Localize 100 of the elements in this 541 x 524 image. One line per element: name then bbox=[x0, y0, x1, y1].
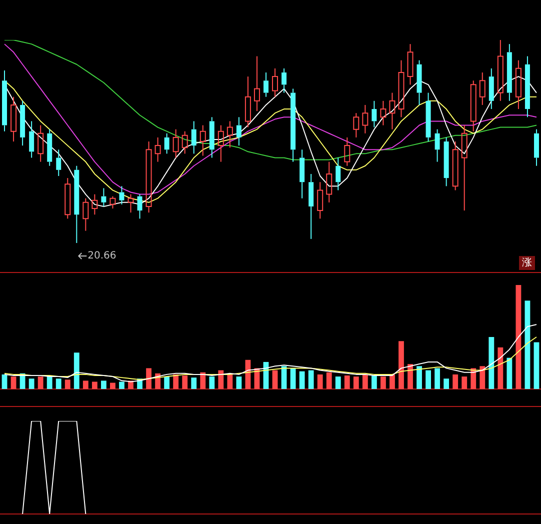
candlestick bbox=[154, 136, 161, 162]
bar bbox=[308, 370, 314, 389]
bar bbox=[362, 374, 368, 389]
candlestick bbox=[10, 96, 17, 142]
bar bbox=[452, 374, 458, 389]
candlestick bbox=[372, 100, 377, 128]
bar bbox=[498, 347, 504, 389]
bar bbox=[191, 378, 197, 389]
bar bbox=[56, 378, 62, 389]
candlestick bbox=[236, 116, 242, 146]
candlestick bbox=[336, 157, 341, 191]
candlestick bbox=[101, 188, 106, 207]
candlestick bbox=[326, 161, 332, 203]
candlestick bbox=[254, 56, 260, 112]
bar bbox=[506, 358, 512, 389]
bar bbox=[146, 368, 152, 389]
bar bbox=[82, 380, 88, 389]
candlestick bbox=[300, 149, 305, 199]
bar bbox=[335, 376, 341, 389]
text: 涨 bbox=[522, 256, 532, 269]
bar bbox=[119, 382, 124, 389]
candlestick bbox=[56, 149, 62, 177]
candlestick bbox=[444, 136, 449, 187]
bar bbox=[10, 376, 16, 389]
bar bbox=[290, 368, 296, 389]
candlestick bbox=[434, 128, 440, 162]
bar bbox=[524, 300, 530, 389]
bar bbox=[74, 352, 80, 389]
bar bbox=[344, 375, 350, 389]
candlestick bbox=[29, 120, 34, 158]
bar bbox=[2, 374, 8, 389]
bar bbox=[236, 376, 242, 389]
candlestick bbox=[244, 76, 251, 128]
bar bbox=[380, 376, 386, 389]
bar bbox=[470, 368, 476, 389]
candlestick bbox=[164, 132, 170, 154]
candlestick bbox=[263, 72, 268, 98]
bar bbox=[353, 376, 359, 389]
bar bbox=[408, 364, 413, 389]
text: 20.66 bbox=[88, 250, 116, 262]
candlestick bbox=[47, 128, 52, 166]
candlestick bbox=[389, 92, 396, 130]
candlestick bbox=[479, 72, 486, 106]
candlestick bbox=[426, 92, 431, 142]
candlestick bbox=[38, 124, 44, 162]
candlestick bbox=[191, 120, 196, 154]
candlestick bbox=[226, 120, 233, 148]
bar bbox=[434, 368, 440, 389]
candlestick bbox=[497, 40, 504, 102]
candlestick bbox=[380, 100, 386, 126]
candlestick bbox=[74, 165, 80, 244]
candlestick bbox=[317, 182, 324, 220]
bar bbox=[516, 285, 522, 389]
candlestick bbox=[272, 68, 278, 98]
bar bbox=[38, 376, 44, 389]
candlestick bbox=[282, 68, 287, 94]
bar bbox=[64, 380, 70, 389]
bar bbox=[416, 366, 422, 389]
bar bbox=[110, 382, 116, 389]
bar bbox=[28, 378, 34, 389]
bar bbox=[92, 382, 98, 389]
bar bbox=[299, 371, 305, 389]
bar bbox=[218, 370, 224, 389]
bar bbox=[173, 374, 179, 389]
candlestick bbox=[534, 128, 539, 166]
bar bbox=[390, 374, 395, 389]
candlestick bbox=[20, 100, 26, 146]
bar bbox=[426, 370, 431, 389]
candlestick bbox=[416, 60, 422, 106]
candlestick bbox=[146, 141, 152, 214]
bar bbox=[444, 378, 450, 389]
candlestick bbox=[398, 60, 404, 118]
candlestick bbox=[2, 70, 8, 132]
bar bbox=[488, 337, 494, 389]
candlestick bbox=[524, 56, 530, 118]
bar bbox=[371, 375, 377, 389]
candlestick bbox=[506, 44, 512, 102]
bar bbox=[317, 374, 323, 389]
candlestick bbox=[218, 124, 224, 162]
bar bbox=[209, 376, 215, 389]
bar bbox=[326, 372, 332, 389]
candlestick bbox=[488, 68, 494, 110]
candlestick bbox=[209, 116, 214, 158]
candlestick bbox=[308, 173, 314, 240]
bar bbox=[480, 366, 486, 389]
candlestick bbox=[172, 128, 179, 158]
candlestick bbox=[290, 88, 296, 162]
bar bbox=[200, 372, 206, 389]
candlestick bbox=[362, 104, 368, 134]
bar bbox=[182, 375, 188, 389]
candlestick bbox=[200, 124, 206, 156]
candlestick bbox=[407, 44, 414, 86]
bar bbox=[398, 341, 404, 389]
bar bbox=[462, 376, 468, 389]
bar bbox=[227, 374, 233, 389]
candlestick bbox=[92, 194, 98, 216]
bar bbox=[100, 380, 106, 389]
candlestick bbox=[119, 186, 124, 205]
candlestick bbox=[137, 194, 142, 220]
bar bbox=[534, 342, 540, 389]
